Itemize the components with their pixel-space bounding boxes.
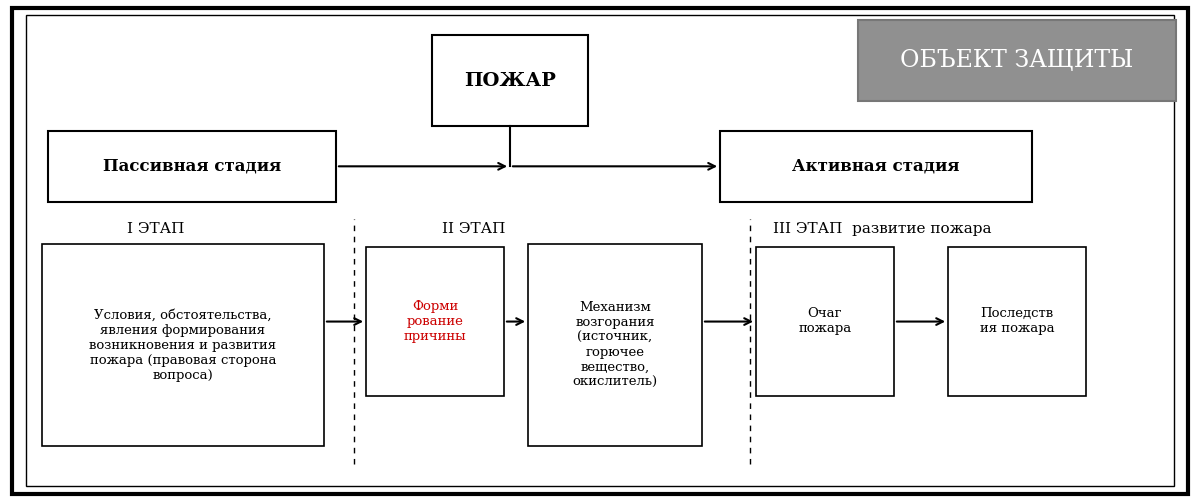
FancyBboxPatch shape <box>528 244 702 446</box>
Text: III ЭТАП  развитие пожара: III ЭТАП развитие пожара <box>773 222 991 236</box>
FancyBboxPatch shape <box>48 131 336 202</box>
Text: II ЭТАП: II ЭТАП <box>443 222 505 236</box>
FancyBboxPatch shape <box>432 35 588 126</box>
FancyBboxPatch shape <box>42 244 324 446</box>
Text: Активная стадия: Активная стадия <box>792 158 960 175</box>
FancyBboxPatch shape <box>948 247 1086 396</box>
Text: I ЭТАП: I ЭТАП <box>127 222 185 236</box>
Text: ПОЖАР: ПОЖАР <box>464 72 556 90</box>
Text: Очаг
пожара: Очаг пожара <box>798 307 852 335</box>
Text: ОБЪЕКТ ЗАЩИТЫ: ОБЪЕКТ ЗАЩИТЫ <box>900 49 1134 72</box>
FancyBboxPatch shape <box>720 131 1032 202</box>
FancyBboxPatch shape <box>756 247 894 396</box>
FancyBboxPatch shape <box>12 8 1188 494</box>
FancyBboxPatch shape <box>858 20 1176 101</box>
Text: Механизм
возгорания
(источник,
горючее
вещество,
окислитель): Механизм возгорания (источник, горючее в… <box>572 301 658 389</box>
Text: Пассивная стадия: Пассивная стадия <box>103 158 281 175</box>
Text: Условия, обстоятельства,
явления формирования
возникновения и развития
пожара (п: Условия, обстоятельства, явления формиро… <box>90 309 276 382</box>
Text: Форми
рование
причины: Форми рование причины <box>403 300 467 343</box>
FancyBboxPatch shape <box>366 247 504 396</box>
Text: Последств
ия пожара: Последств ия пожара <box>979 307 1055 335</box>
